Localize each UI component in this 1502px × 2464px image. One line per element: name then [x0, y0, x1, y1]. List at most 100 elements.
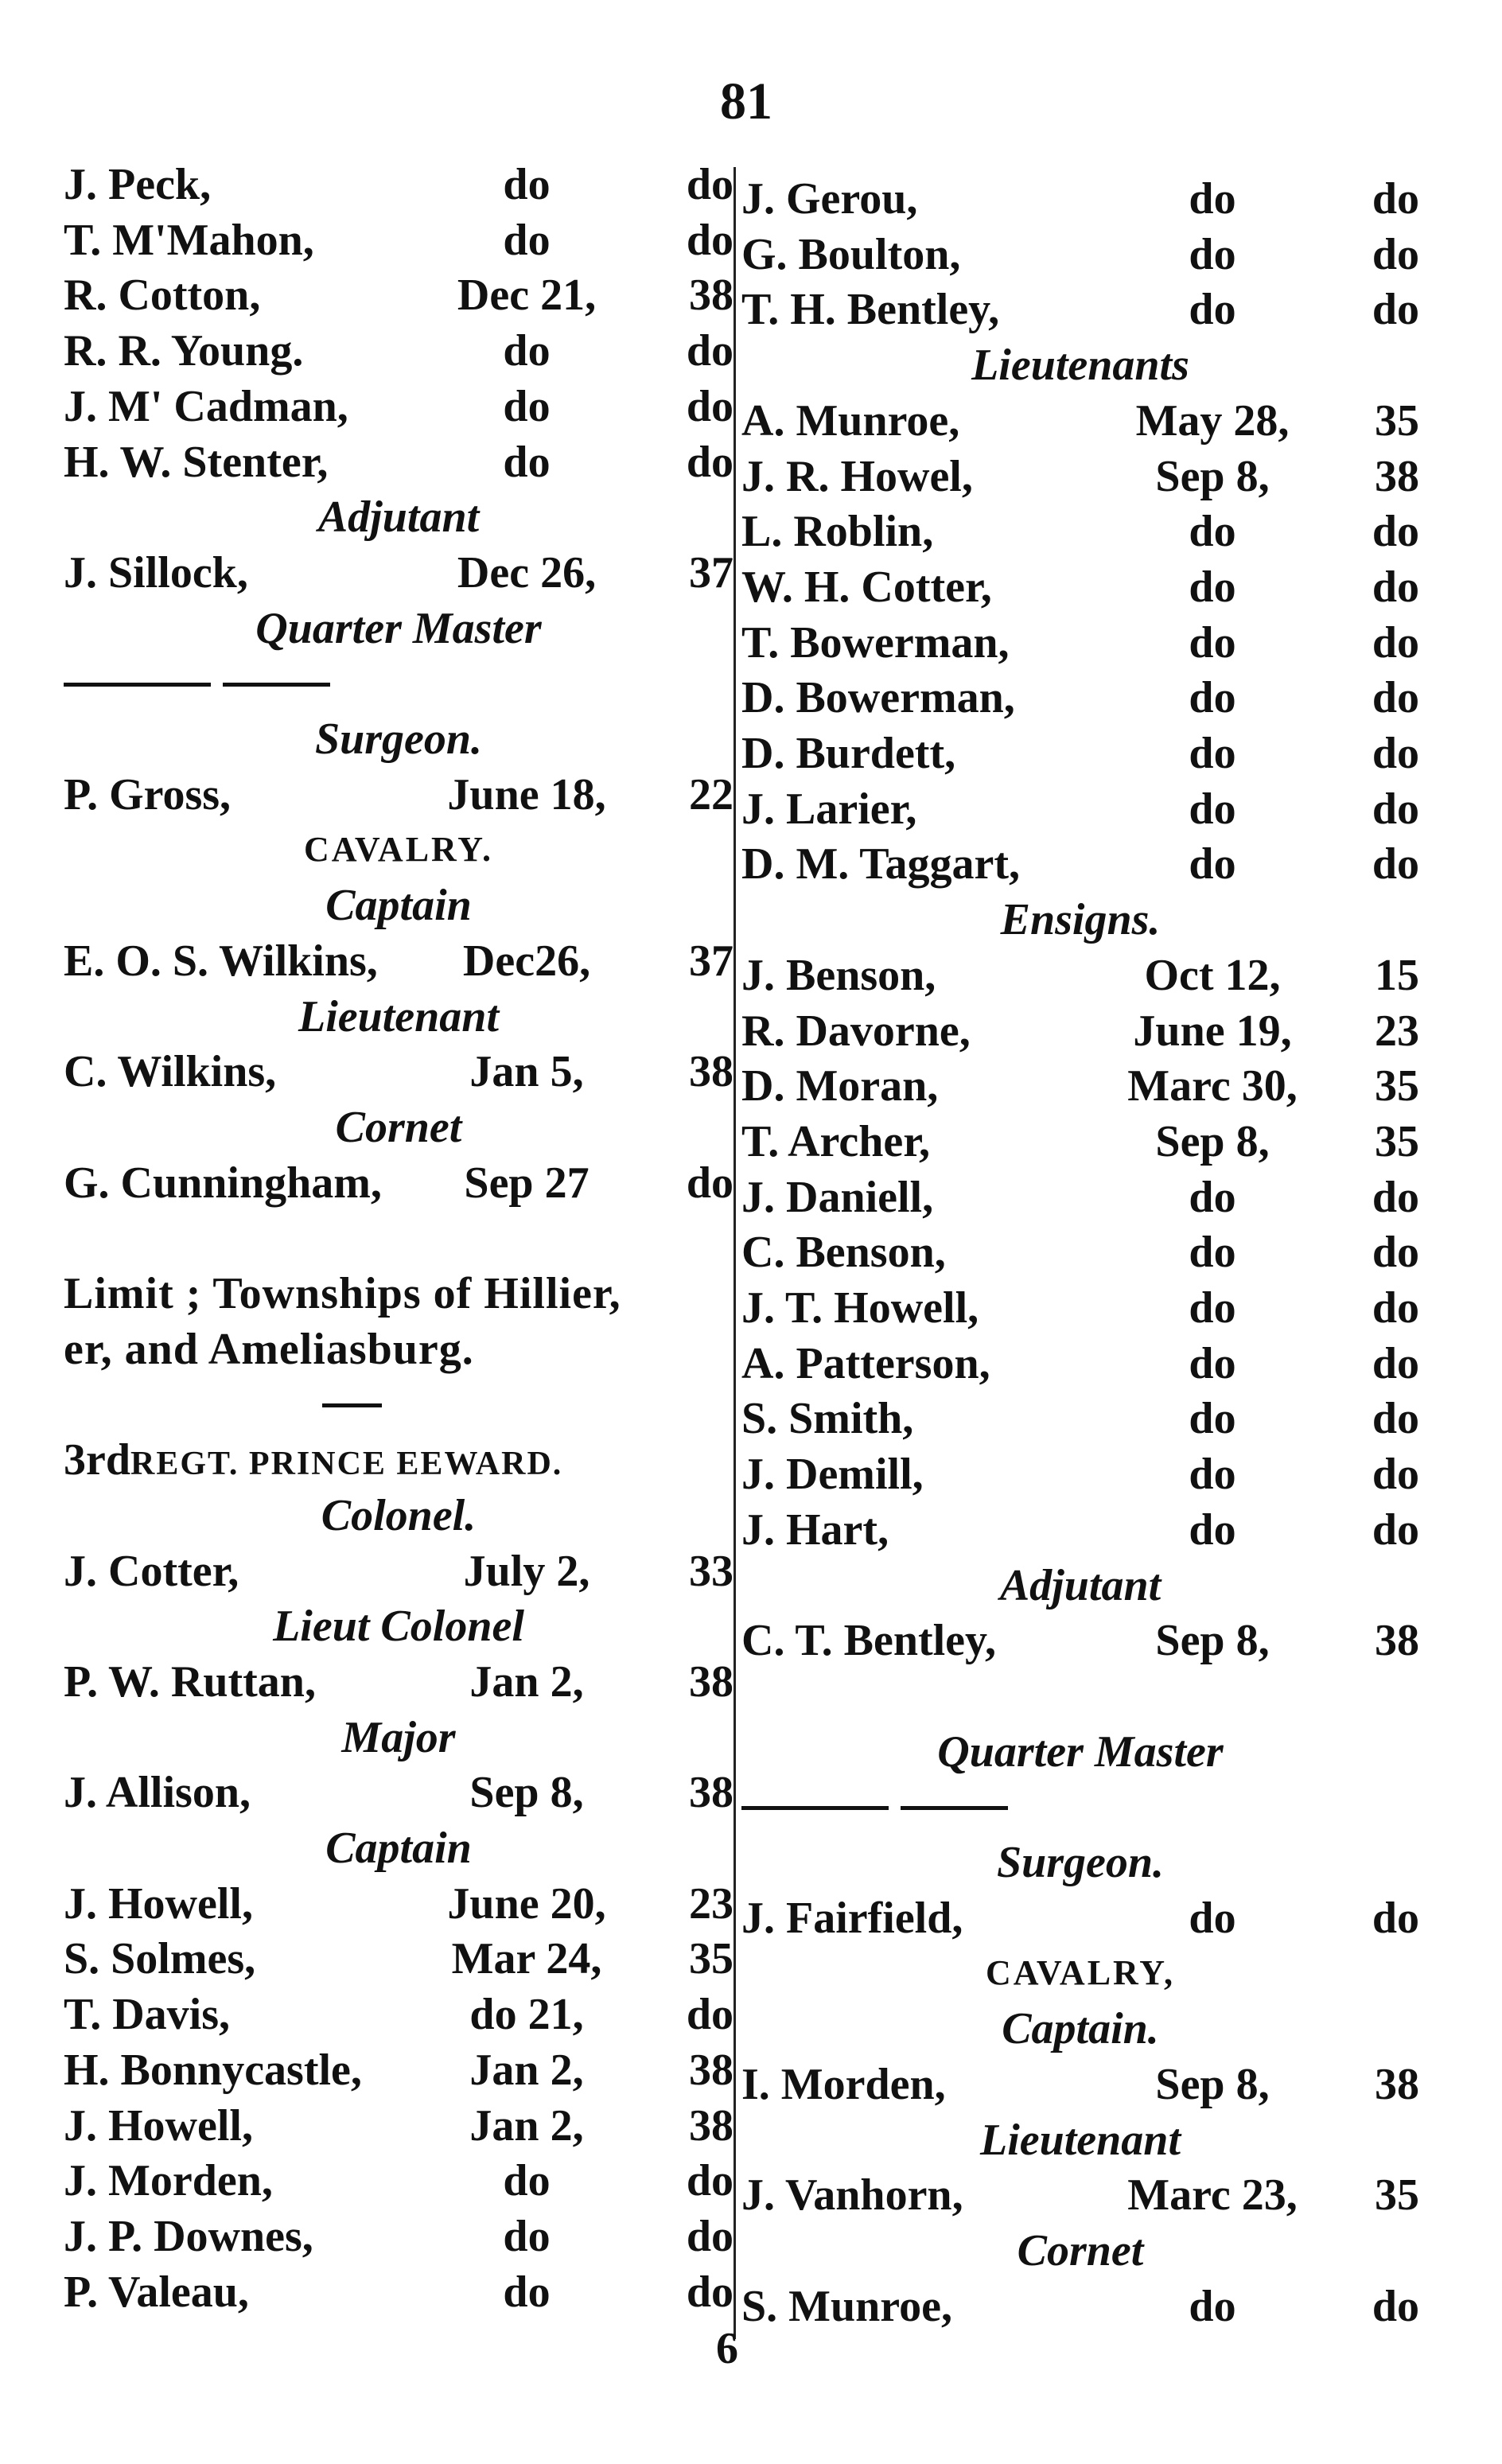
- officer-name: T. H. Bentley,: [741, 285, 1000, 335]
- commission-year: do: [686, 2211, 733, 2261]
- commission-date: do: [1189, 617, 1236, 668]
- commission-year: 37: [689, 936, 733, 986]
- officer-name: S. Solmes,: [64, 1934, 256, 1984]
- commission-date: do: [1189, 1450, 1236, 1500]
- roster-entry: P. W. Ruttan, Jan 2, 38: [64, 1654, 733, 1710]
- commission-date: do: [1189, 2281, 1236, 2331]
- officer-name: P. Valeau,: [64, 2267, 249, 2317]
- commission-year: do: [1372, 562, 1419, 612]
- roster-entry: J. P. Downes, do do: [64, 2209, 733, 2264]
- commission-date: do: [503, 160, 551, 209]
- officer-name: T. Davis,: [64, 1990, 230, 2040]
- roster-entry: S. Solmes, Mar 24, 35: [64, 1931, 733, 1987]
- officer-name: L. Roblin,: [741, 507, 934, 557]
- section-heading: CAVALRY.: [303, 830, 494, 870]
- commission-year: do: [1372, 174, 1419, 224]
- page-number: 81: [720, 72, 772, 130]
- commission-date: do: [1189, 1228, 1236, 1278]
- commission-date: do: [503, 326, 551, 376]
- commission-date: Sep 8,: [1155, 1616, 1270, 1666]
- roster-entry: R. Cotton, Dec 21, 38: [64, 267, 733, 323]
- roster-entry: J. R. Howel, Sep 8, 38: [741, 449, 1419, 504]
- officer-name: D. Moran,: [741, 1061, 939, 1111]
- roster-entry: T. Bowerman, do do: [741, 615, 1419, 671]
- commission-year: 33: [689, 1546, 733, 1596]
- officer-name: J. Fairfield,: [741, 1893, 963, 1943]
- commission-date: Sep 8,: [1155, 2059, 1270, 2109]
- officer-name: R. Cotton,: [64, 271, 261, 321]
- commission-date: Oct 12,: [1144, 950, 1281, 1000]
- commission-date: June 19,: [1133, 1006, 1292, 1056]
- roster-entry: J. Hart, do do: [741, 1502, 1419, 1558]
- officer-name: J. Demill,: [741, 1450, 924, 1500]
- limit-text: Limit ; Townships of Hillier,: [64, 1269, 621, 1318]
- regiment-name: REGT. PRINCE EEWARD.: [130, 1446, 563, 1483]
- rule-bar: [901, 1806, 1008, 1811]
- commission-year: do: [1372, 229, 1419, 279]
- officer-name: I. Morden,: [741, 2059, 946, 2109]
- officer-name: C. Wilkins,: [64, 1047, 277, 1097]
- roster-entry: J. Gerou, do do: [741, 171, 1419, 227]
- roster-entry: S. Smith, do do: [741, 1391, 1419, 1446]
- commission-year: 35: [1375, 1061, 1419, 1111]
- commission-year: 38: [689, 2045, 733, 2095]
- commission-year: do: [686, 215, 733, 265]
- commission-year: 38: [689, 271, 733, 321]
- commission-date: do: [503, 2211, 551, 2261]
- roster-entry: J. Allison, Sep 8, 38: [64, 1765, 733, 1820]
- commission-date: May 28,: [1135, 395, 1290, 446]
- roster-entry: D. Moran, Marc 30, 35: [741, 1058, 1419, 1114]
- commission-date: do: [1189, 1172, 1236, 1222]
- officer-name: P. W. Ruttan,: [64, 1656, 316, 1707]
- commission-year: do: [686, 160, 733, 209]
- commission-date: do: [1189, 174, 1236, 224]
- roster-entry: J. Daniell, do do: [741, 1170, 1419, 1225]
- roster-entry: L. Roblin, do do: [741, 504, 1419, 559]
- commission-year: do: [1372, 1450, 1419, 1500]
- officer-name: J. Hart,: [741, 1504, 889, 1555]
- roster-entry: J. Larier, do do: [741, 781, 1419, 837]
- commission-date: Marc 23,: [1127, 2170, 1298, 2221]
- officer-name: A. Patterson,: [741, 1338, 990, 1388]
- commission-year: 38: [689, 1047, 733, 1097]
- roster-entry: D. Bowerman, do do: [741, 670, 1419, 726]
- roster-entry: C. T. Bentley, Sep 8, 38: [741, 1613, 1419, 1668]
- commission-year: 38: [1375, 2059, 1419, 2109]
- commission-date: do: [503, 437, 551, 487]
- roster-entry: T. Davis, do 21, do: [64, 1987, 733, 2042]
- commission-date: do: [1189, 285, 1236, 335]
- officer-name: E. O. S. Wilkins,: [64, 936, 378, 986]
- commission-date: July 2,: [463, 1546, 590, 1596]
- rank-heading: Adjutant: [999, 1560, 1162, 1610]
- roster-entry: J. Cotter, July 2, 33: [64, 1543, 733, 1599]
- roster-entry: T. Archer, Sep 8, 35: [741, 1114, 1419, 1170]
- officer-name: R. Davorne,: [741, 1006, 971, 1056]
- officer-name: H. Bonnycastle,: [64, 2045, 362, 2095]
- roster-entry: S. Munroe, do do: [741, 2279, 1419, 2334]
- officer-name: J. Gerou,: [741, 174, 918, 224]
- roster-entry: J. Sillock, Dec 26, 37: [64, 545, 733, 601]
- commission-date: do: [1189, 1338, 1236, 1388]
- officer-name: J. Larier,: [741, 784, 917, 834]
- roster-entry: C. Wilkins, Jan 5, 38: [64, 1044, 733, 1100]
- commission-date: June 20,: [447, 1878, 606, 1929]
- commission-date: do: [1189, 1893, 1236, 1943]
- commission-date: do: [1189, 1504, 1236, 1555]
- limit-text: er, and Ameliasburg.: [64, 1324, 474, 1374]
- officer-name: J. R. Howel,: [741, 451, 973, 501]
- commission-date: Sep 8,: [1155, 451, 1270, 501]
- commission-date: Jan 5,: [469, 1047, 584, 1097]
- commission-year: 35: [1375, 2170, 1419, 2221]
- commission-year: do: [1372, 285, 1419, 335]
- commission-year: 23: [1375, 1006, 1419, 1056]
- officer-name: P. Gross,: [64, 769, 232, 819]
- commission-date: do: [1189, 729, 1236, 778]
- commission-date: do: [1189, 562, 1236, 612]
- commission-date: Dec 26,: [457, 547, 597, 598]
- roster-entry: W. H. Cotter, do do: [741, 559, 1419, 615]
- roster-entry: J. Howell, Jan 2, 38: [64, 2098, 733, 2154]
- commission-year: 23: [689, 1878, 733, 1929]
- commission-date: do: [503, 2267, 551, 2317]
- officer-name: W. H. Cotter,: [741, 562, 992, 612]
- commission-date: do: [503, 2156, 551, 2206]
